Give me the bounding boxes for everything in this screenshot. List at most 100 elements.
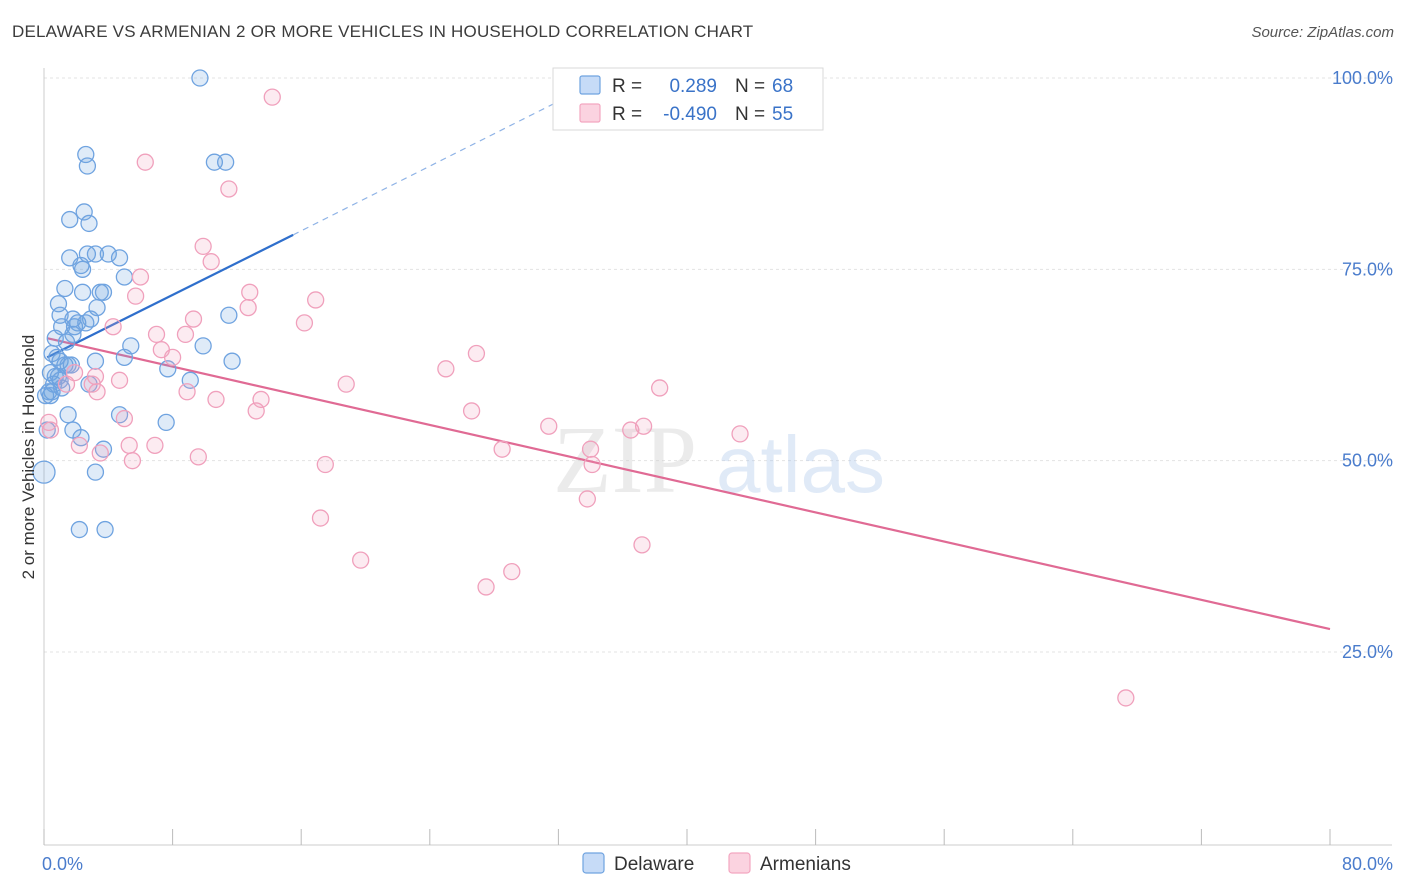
point-armenians — [1117, 689, 1135, 707]
point-armenians — [633, 536, 651, 554]
point-delaware — [86, 463, 105, 481]
stats-n-value-armenians: 55 — [772, 104, 793, 125]
point-delaware — [70, 520, 89, 539]
point-delaware — [115, 268, 134, 286]
point-armenians — [126, 287, 145, 305]
point-delaware — [59, 406, 77, 424]
point-armenians — [70, 436, 89, 455]
stats-n-label-delaware: N = — [735, 76, 765, 97]
trendline-armenians — [46, 337, 1331, 631]
x-tick-label: 80.0% — [1342, 854, 1393, 874]
data-points — [32, 69, 1135, 707]
point-armenians — [316, 455, 334, 474]
legend-swatch-armenians — [728, 852, 751, 874]
point-armenians — [136, 153, 154, 171]
point-armenians — [41, 421, 60, 439]
point-delaware — [86, 352, 105, 370]
point-delaware — [73, 283, 92, 301]
y-tick-label: 75.0% — [1342, 259, 1393, 279]
point-armenians — [651, 379, 669, 397]
stats-n-value-delaware: 68 — [772, 76, 793, 97]
point-armenians — [178, 383, 196, 401]
point-armenians — [493, 440, 511, 458]
stats-n-label-armenians: N = — [735, 104, 765, 125]
stats-r-value-delaware: 0.289 — [669, 76, 717, 97]
point-armenians — [88, 383, 106, 401]
point-armenians — [247, 402, 265, 420]
point-armenians — [131, 268, 150, 286]
point-delaware — [96, 520, 114, 539]
point-armenians — [110, 371, 129, 389]
point-delaware — [78, 157, 97, 175]
point-delaware — [61, 210, 79, 229]
point-armenians — [147, 325, 166, 344]
point-armenians — [731, 425, 749, 443]
point-armenians — [462, 402, 481, 420]
point-armenians — [91, 444, 109, 462]
stats-swatch-armenians — [579, 103, 601, 123]
point-armenians — [634, 417, 653, 435]
stats-swatch-delaware — [579, 75, 601, 95]
point-armenians — [207, 390, 225, 409]
point-delaware — [220, 306, 238, 324]
source-credit: Source: ZipAtlas.com — [1251, 24, 1394, 41]
point-armenians — [184, 310, 203, 328]
point-armenians — [115, 409, 134, 428]
point-armenians — [57, 375, 76, 393]
point-armenians — [104, 318, 122, 336]
point-delaware — [77, 314, 95, 332]
point-delaware — [223, 352, 241, 370]
point-delaware — [194, 337, 212, 355]
point-armenians — [311, 509, 330, 527]
stats-r-label-delaware: R = — [612, 76, 642, 97]
point-delaware — [86, 245, 105, 263]
chart-title: DELAWARE VS ARMENIAN 2 OR MORE VEHICLES … — [12, 22, 754, 41]
stats-r-value-armenians: -0.490 — [663, 104, 717, 125]
trendline-delaware — [46, 233, 294, 359]
watermark: ZIP atlas — [553, 406, 885, 513]
point-armenians — [467, 344, 486, 363]
trendlines — [46, 92, 1331, 631]
point-delaware — [94, 283, 113, 301]
point-armenians — [503, 562, 521, 581]
y-tick-label: 100.0% — [1332, 68, 1393, 88]
point-delaware — [32, 460, 56, 484]
point-armenians — [307, 291, 325, 309]
y-tick-label: 25.0% — [1342, 642, 1393, 662]
point-delaware — [46, 329, 64, 347]
watermark-atlas: atlas — [716, 420, 885, 509]
point-delaware — [56, 279, 74, 298]
legend: Delaware Armenians — [582, 852, 851, 875]
point-armenians — [352, 551, 370, 569]
point-delaware — [80, 214, 98, 233]
point-armenians — [120, 436, 138, 455]
point-armenians — [263, 88, 281, 106]
point-delaware — [73, 260, 92, 278]
axes — [43, 68, 1392, 846]
point-delaware — [157, 413, 175, 432]
point-armenians — [202, 253, 220, 271]
stats-r-label-armenians: R = — [612, 104, 642, 125]
gridlines — [44, 77, 1392, 653]
point-armenians — [189, 448, 207, 466]
point-delaware — [36, 386, 55, 405]
point-armenians — [583, 455, 601, 474]
legend-swatch-delaware — [582, 852, 605, 874]
point-delaware — [41, 386, 60, 405]
y-axis-label: 2 or more Vehicles in Household — [19, 335, 38, 580]
point-delaware — [110, 249, 129, 267]
point-delaware — [99, 245, 117, 263]
point-armenians — [194, 237, 212, 256]
point-armenians — [622, 421, 640, 439]
tick-labels: 25.0% 50.0% 75.0% 100.0% 0.0% 80.0% — [42, 68, 1393, 874]
point-armenians — [163, 348, 182, 366]
point-armenians — [295, 314, 314, 332]
point-delaware — [64, 325, 82, 344]
point-armenians — [220, 180, 238, 198]
point-armenians — [477, 578, 495, 596]
point-armenians — [176, 325, 195, 344]
point-delaware — [191, 69, 209, 87]
point-armenians — [540, 417, 558, 435]
legend-label-delaware: Delaware — [614, 854, 694, 875]
